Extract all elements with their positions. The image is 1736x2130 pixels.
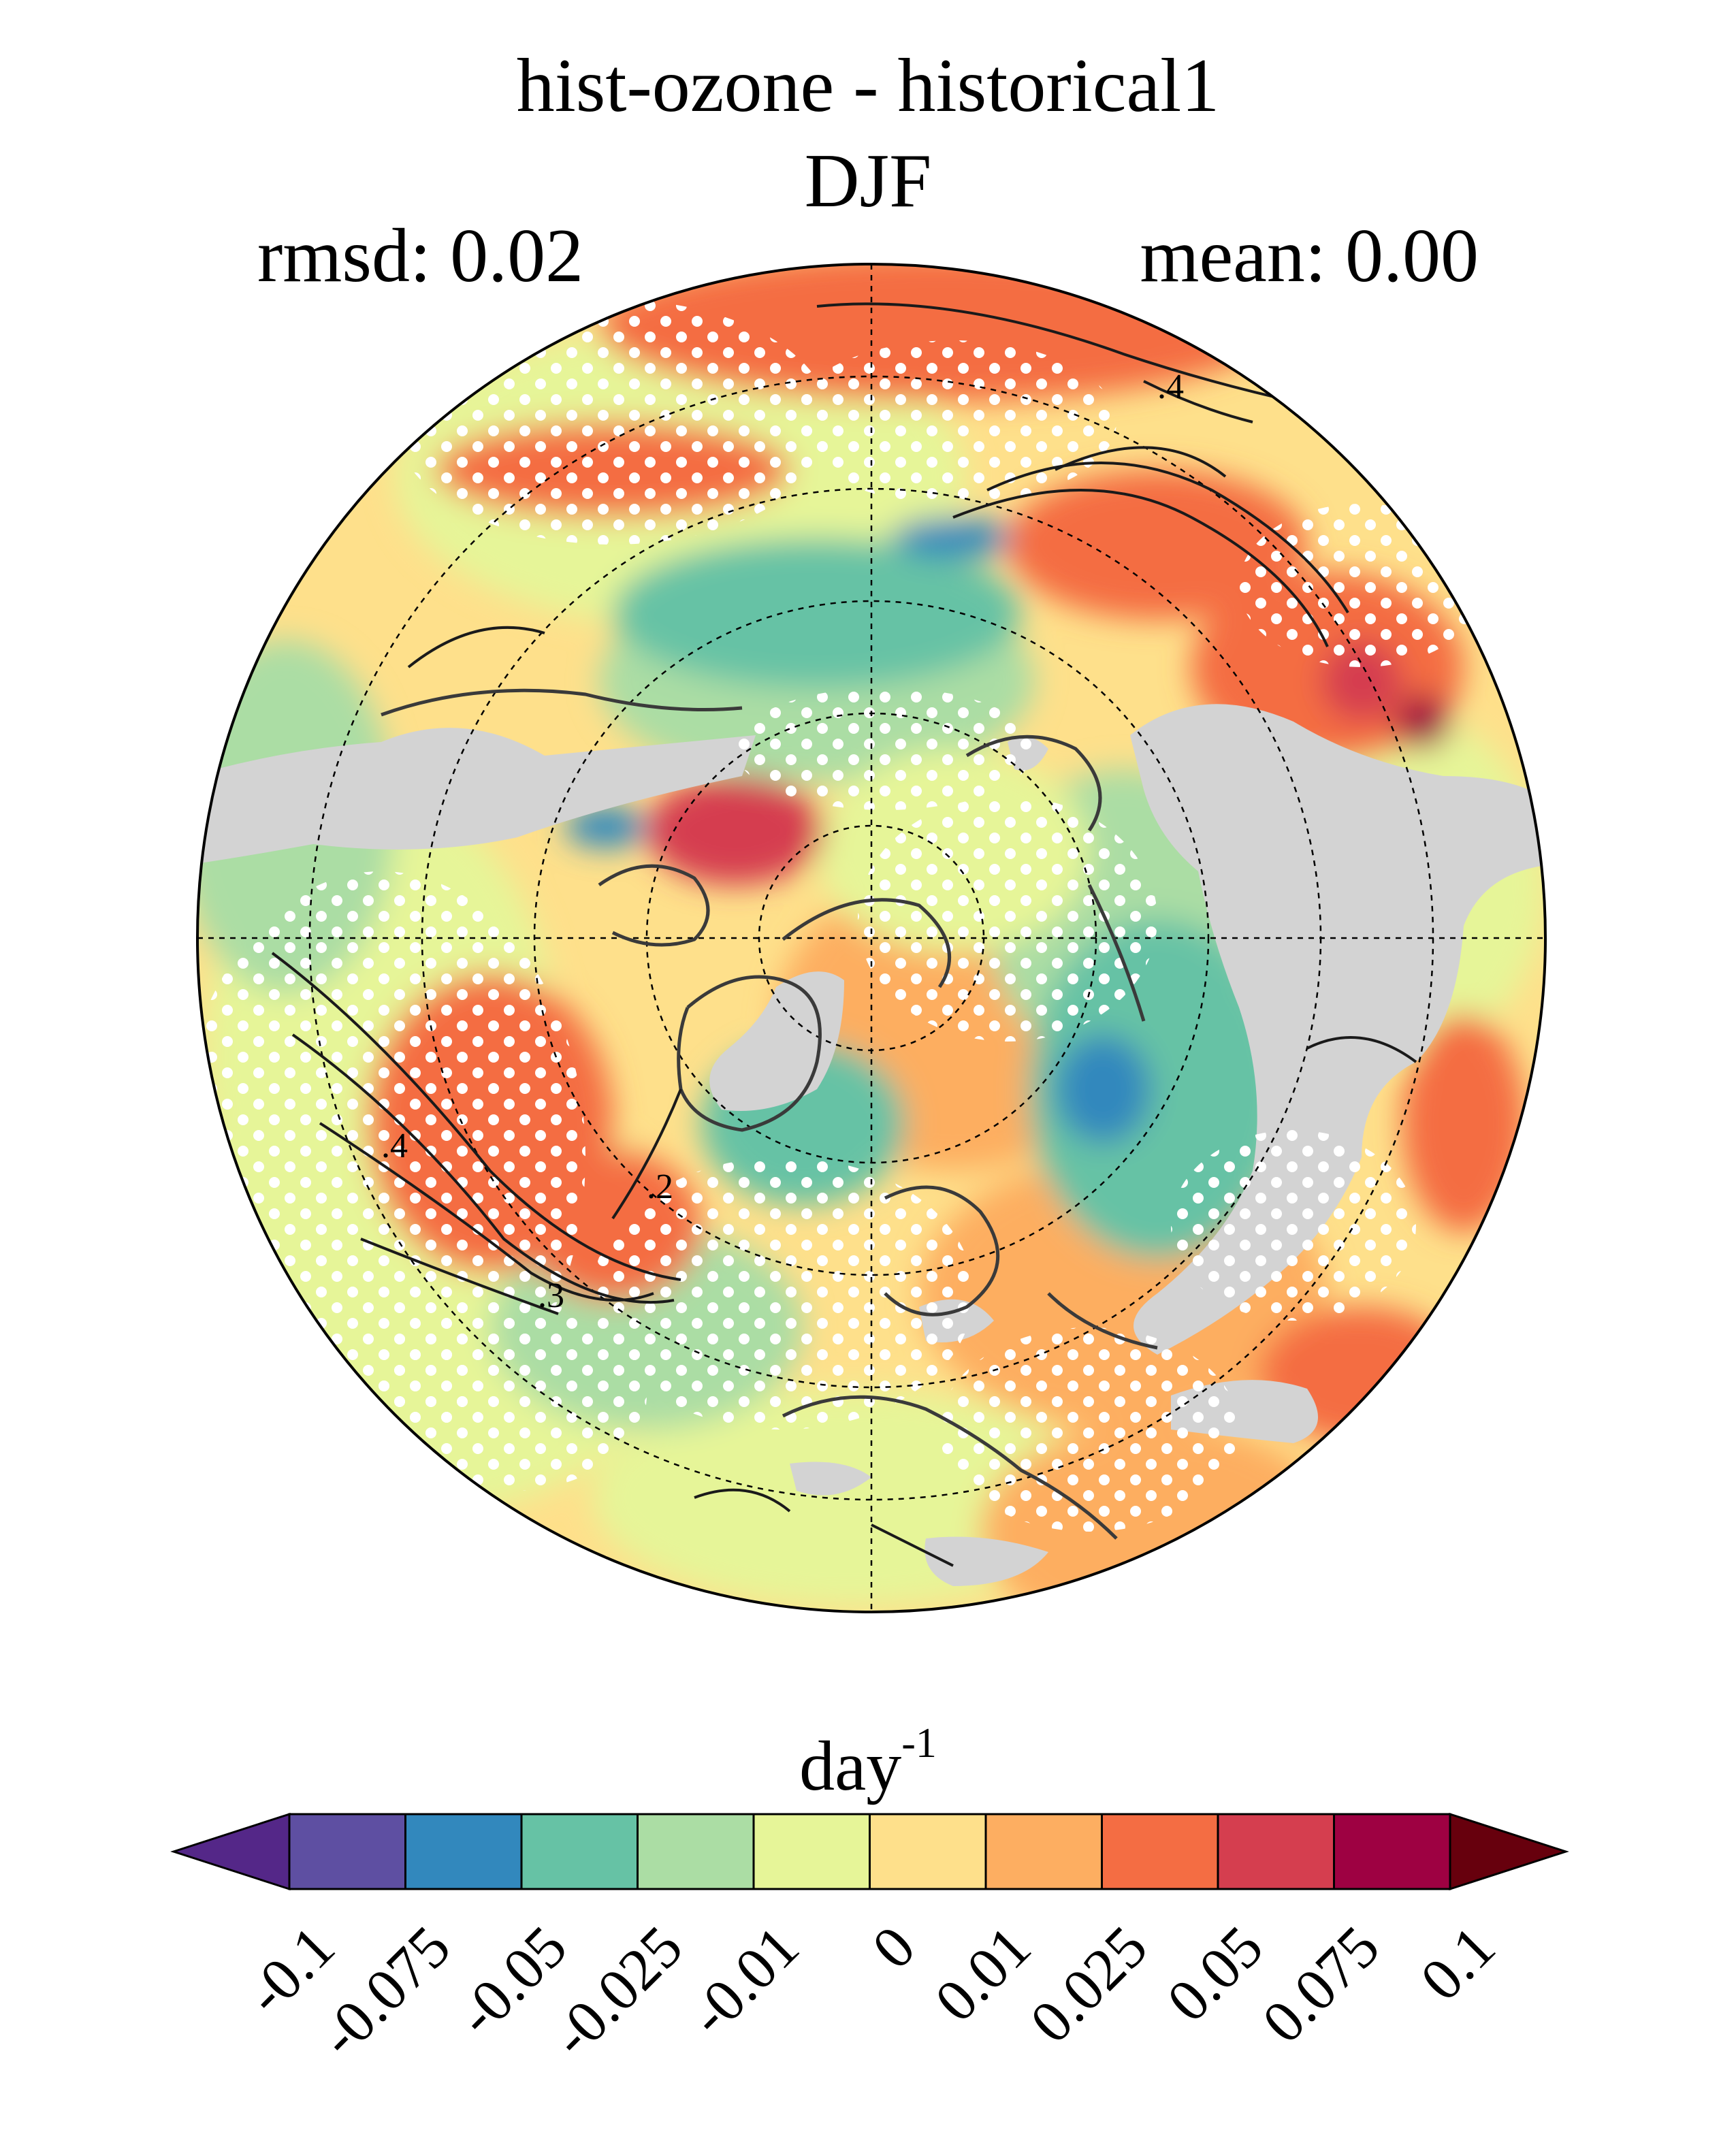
colorbar-swatch	[520, 1813, 639, 1890]
season-label: DJF	[804, 139, 932, 223]
colorbar-swatch	[637, 1813, 755, 1890]
coastlines	[381, 688, 1158, 1540]
colorbar-swatch	[984, 1813, 1103, 1890]
colorbar-under-extension	[170, 1812, 291, 1891]
colorbar-swatch	[1333, 1813, 1451, 1890]
colorbar-swatch	[1217, 1813, 1335, 1890]
polar-map: .4 .4 .3 .2	[196, 263, 1547, 1613]
contour-lines	[271, 302, 1417, 1567]
contour-label: .2	[647, 1167, 673, 1206]
colorbar-over-extension	[1449, 1812, 1569, 1891]
colorbar-swatch	[869, 1813, 987, 1890]
rmsd-stat: rmsd: 0.02	[257, 214, 584, 298]
colorbar-unit: day-1	[799, 1720, 937, 1805]
map-boundary	[196, 263, 1547, 1613]
contour-label: .4	[1157, 368, 1184, 406]
contour-label: .4	[381, 1127, 408, 1165]
mean-stat: mean: 0.00	[1140, 214, 1479, 298]
colorbar-swatch	[1101, 1813, 1219, 1890]
contour-label: .3	[538, 1276, 564, 1315]
colorbar-swatch	[404, 1813, 523, 1890]
graticule	[197, 264, 1545, 1612]
colorbar-swatch	[752, 1813, 871, 1890]
map-title: hist-ozone - historical1	[516, 44, 1220, 128]
colorbar-swatch	[288, 1813, 406, 1890]
